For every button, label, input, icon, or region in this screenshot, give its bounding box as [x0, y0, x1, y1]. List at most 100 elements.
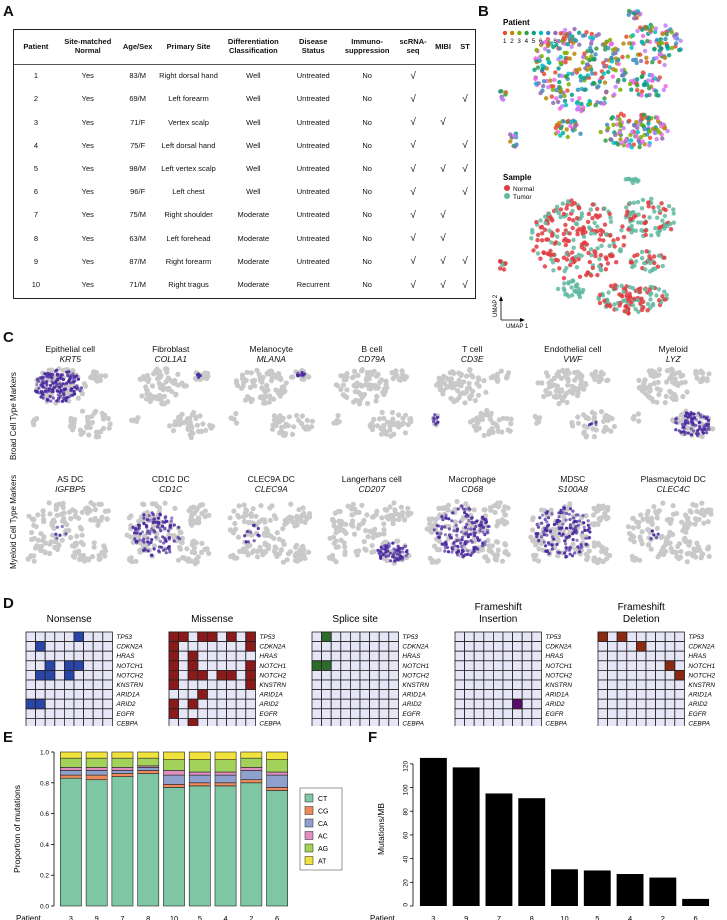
umap-point [376, 416, 382, 422]
stacked-bar-segment [137, 767, 160, 771]
expression-point [571, 527, 575, 531]
expression-point [66, 373, 70, 378]
x-tick-label: 10 [170, 914, 178, 920]
heatmap-cell [226, 679, 237, 691]
heatmap-cell [616, 718, 628, 726]
gene-label: TP53 [259, 634, 275, 641]
umap-point [232, 520, 238, 527]
umap-point [670, 503, 676, 509]
umap-point [267, 505, 273, 511]
heatmap-cell [607, 660, 618, 671]
umap-point [248, 370, 254, 376]
umap-point [91, 540, 97, 546]
heatmap-cell [102, 650, 113, 662]
heatmap-cell [340, 708, 351, 719]
umap-point [281, 541, 287, 547]
heatmap-cell [54, 679, 65, 691]
expression-point [690, 417, 694, 421]
umap-point [579, 101, 584, 107]
expression-point [650, 529, 654, 533]
umap-point [352, 549, 359, 555]
patient-legend-label: 8 [553, 38, 557, 45]
umap-point [150, 371, 156, 377]
umap-point [91, 544, 97, 550]
table-cell: √ [440, 163, 446, 175]
umap-point [592, 369, 598, 375]
heatmap-cell [83, 650, 94, 662]
mutation-cell [197, 670, 208, 681]
umap-point [606, 552, 612, 559]
heatmap-cell [512, 641, 523, 652]
umap-point [609, 137, 614, 142]
umap-point [664, 32, 669, 37]
umap-point [630, 33, 636, 38]
umap-point [59, 537, 65, 543]
expression-point [145, 518, 149, 522]
expression-point [73, 385, 77, 389]
mutation-cell [168, 641, 180, 652]
expression-point [572, 551, 576, 555]
umap-point [627, 284, 632, 290]
heatmap-cell [502, 689, 514, 700]
umap-point [547, 228, 552, 233]
umap-point [380, 391, 386, 398]
umap-point [639, 529, 645, 535]
umap-point [437, 547, 443, 553]
expression-point [703, 427, 707, 431]
umap-point [257, 544, 263, 550]
heatmap-cell [492, 650, 504, 662]
umap-point [551, 100, 556, 106]
umap-point [96, 553, 102, 559]
gene-label: KNSTRN [116, 682, 143, 689]
stacked-bar-segment [111, 767, 134, 771]
umap-point [664, 379, 670, 385]
umap-point [667, 376, 673, 382]
heatmap-cell [35, 718, 46, 726]
expression-point [540, 513, 544, 517]
heatmap-cell [92, 718, 104, 726]
umap-point [53, 502, 59, 508]
umap-point [668, 389, 674, 395]
umap-point [634, 77, 640, 82]
umap-point [429, 516, 435, 522]
expression-point [706, 422, 710, 426]
umap-point [607, 65, 613, 70]
umap-point [372, 385, 378, 391]
expression-point [536, 525, 540, 529]
umap-point [361, 539, 367, 545]
heatmap-cell [92, 679, 104, 691]
umap-point [294, 412, 300, 419]
table-cell [431, 88, 455, 111]
expression-point [62, 396, 66, 400]
umap-point [673, 35, 678, 41]
umap-point [601, 60, 606, 66]
umap-point [538, 380, 544, 386]
heatmap-cell [607, 689, 618, 700]
heatmap-cell [655, 679, 666, 691]
umap-point [639, 249, 645, 255]
table-cell: √ [410, 256, 416, 268]
umap-point [669, 549, 675, 555]
heatmap-cell [216, 698, 228, 710]
expression-point [449, 536, 453, 540]
umap-point [150, 395, 156, 401]
umap-point [659, 40, 665, 46]
patient-legend-swatch [502, 30, 508, 36]
umap-point [40, 508, 46, 514]
heatmap-cell [235, 698, 247, 710]
mutation-cell [64, 660, 75, 671]
umap-point [651, 504, 657, 510]
umap-point [635, 199, 641, 205]
expression-point [560, 532, 565, 536]
expression-point [166, 546, 170, 550]
umap-point [563, 60, 568, 65]
umap-point [356, 401, 362, 407]
table-cell: Untreated [296, 117, 330, 127]
umap-point [585, 67, 590, 72]
umap-point [650, 285, 656, 290]
heatmap-cell [206, 718, 218, 726]
expression-point [444, 516, 448, 520]
expression-point [586, 523, 590, 527]
heatmap-cell [216, 718, 228, 726]
mutation-cell [197, 689, 208, 700]
